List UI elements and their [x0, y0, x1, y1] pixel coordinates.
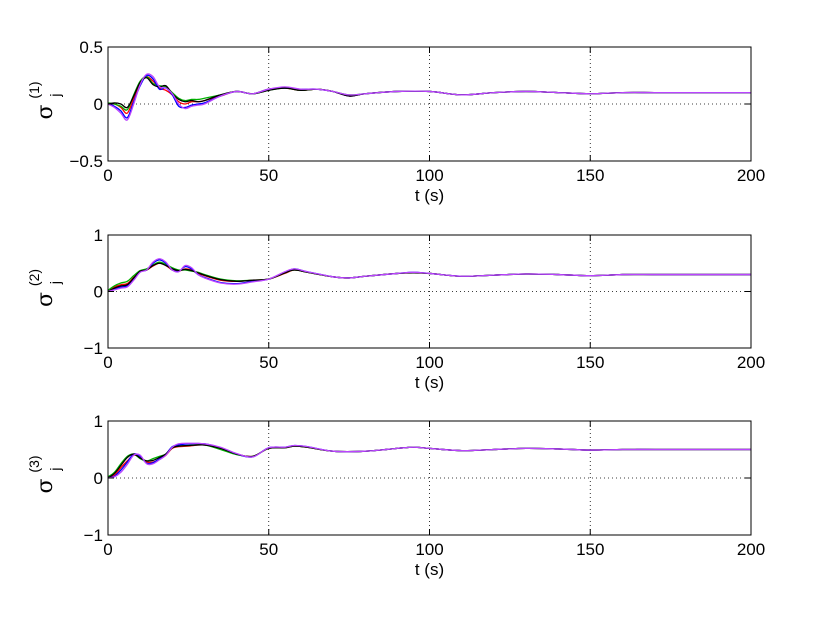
y-axis-label-superscript: (2)	[26, 269, 42, 286]
y-tick-label: 0	[94, 469, 103, 488]
y-axis-label: σ (3) j	[26, 455, 63, 493]
y-axis-label-superscript: (1)	[26, 81, 42, 98]
y-tick-label: 0	[94, 283, 103, 302]
y-tick-label: −1	[84, 526, 103, 545]
x-tick-label: 50	[259, 540, 278, 559]
y-axis-label-symbol: σ	[33, 292, 58, 307]
x-tick-label: 100	[415, 166, 443, 185]
x-tick-label: 100	[415, 540, 443, 559]
y-axis-label-subscript: j	[47, 281, 63, 285]
series-line-5	[108, 258, 751, 293]
x-tick-label: 50	[259, 353, 278, 372]
y-axis-label-superscript: (3)	[26, 455, 42, 472]
x-axis-label: t (s)	[415, 186, 444, 205]
x-tick-label: 200	[737, 540, 765, 559]
y-axis-label-symbol: σ	[33, 478, 58, 493]
series-group	[108, 258, 751, 293]
x-tick-label: 150	[576, 166, 604, 185]
x-tick-label: 50	[259, 166, 278, 185]
y-axis-label: σ (1) j	[26, 81, 63, 119]
y-tick-label: 0	[94, 95, 103, 114]
x-axis-label: t (s)	[415, 373, 444, 392]
x-tick-label: 0	[103, 540, 112, 559]
x-tick-label: 0	[103, 353, 112, 372]
y-axis-label-subscript: j	[47, 467, 63, 471]
y-axis-label: σ (2) j	[26, 269, 63, 307]
x-tick-label: 0	[103, 166, 112, 185]
x-tick-label: 200	[737, 166, 765, 185]
y-tick-label: 1	[94, 226, 103, 245]
x-tick-label: 150	[576, 540, 604, 559]
y-tick-label: 1	[94, 412, 103, 431]
x-axis-label: t (s)	[415, 560, 444, 579]
series-group	[108, 442, 751, 479]
series-group	[108, 73, 751, 121]
x-tick-label: 200	[737, 353, 765, 372]
y-tick-label: 0.5	[79, 38, 103, 57]
x-tick-label: 150	[576, 353, 604, 372]
subplot-1: 0 50 100 150 200−0.500.5t (s)σ(1) j	[26, 38, 765, 205]
series-line-5	[108, 442, 751, 479]
y-tick-label: −1	[84, 339, 103, 358]
y-tick-label: −0.5	[69, 152, 103, 171]
y-axis-label-subscript: j	[47, 93, 63, 97]
series-line-5	[108, 73, 751, 121]
x-tick-label: 100	[415, 353, 443, 372]
y-axis-label-symbol: σ	[33, 104, 58, 119]
